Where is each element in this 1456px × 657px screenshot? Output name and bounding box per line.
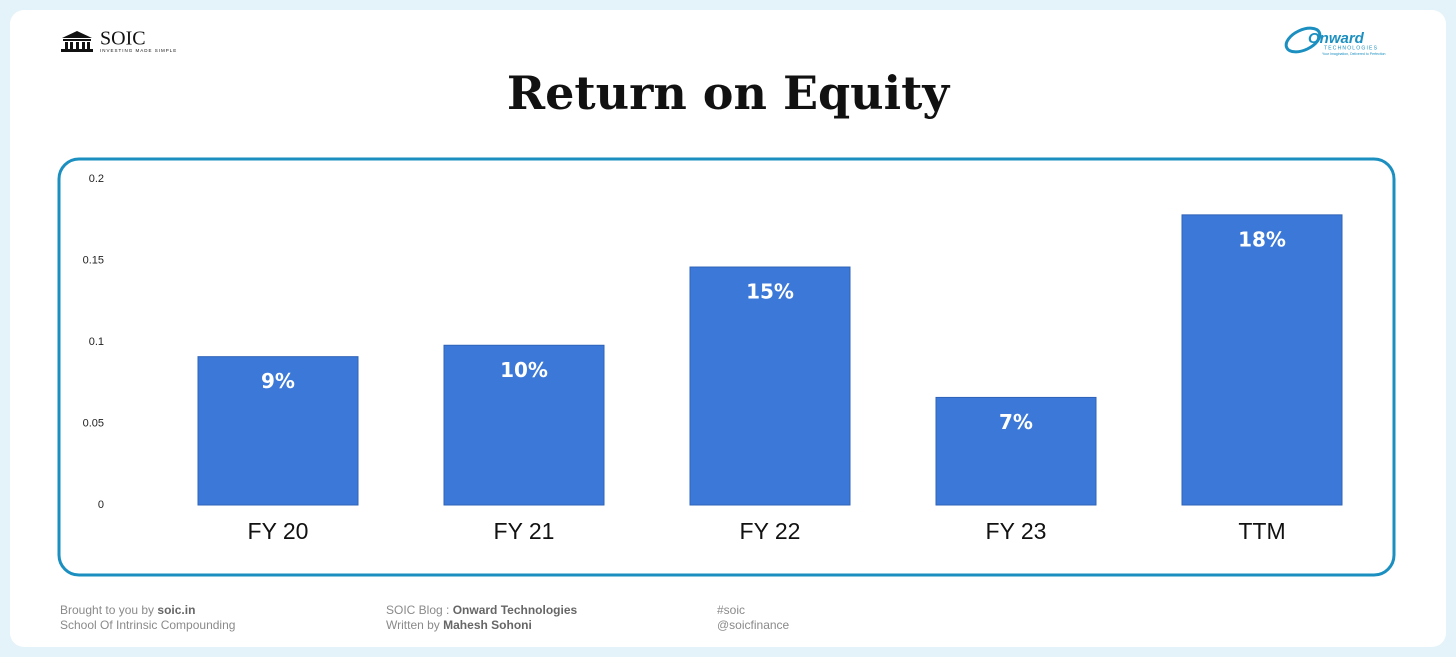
footer-text: @soicfinance [717,618,790,632]
brand: SOIC [100,28,146,50]
data-label: 18% [1238,227,1286,251]
x-tick-label: FY 22 [740,518,801,544]
footer-text: Written by Mahesh Sohoni [386,618,532,632]
data-label: 15% [746,280,794,304]
y-tick-label: 0.15 [83,254,104,266]
footer: Brought to you by soic.in School Of Intr… [60,603,790,632]
bar [935,396,1097,506]
bar [443,344,605,506]
brand-tagline: INVESTING MADE SIMPLE [100,48,177,53]
data-label: 7% [999,410,1033,434]
onward-logo: Onward TECHNOLOGIES Your Imagination, De… [1284,26,1386,56]
footer-text: SOIC Blog : [386,603,453,617]
y-tick-label: 0.1 [89,336,104,348]
footer-link: soic.in [157,603,195,617]
x-tick-label: FY 23 [986,518,1047,544]
bar [689,266,851,506]
bar [197,356,359,506]
footer-text: Brought to you by soic.in [60,603,195,617]
bar [1181,214,1343,506]
footer-text: #soic [717,603,745,617]
x-tick-label: FY 21 [494,518,555,544]
footer-author: Mahesh Sohoni [443,618,532,632]
footer-text: Written by [386,618,443,632]
y-tick-label: 0.05 [83,417,104,429]
chart-title: Return on Equity [507,66,950,120]
footer-text: Brought to you by [60,603,157,617]
footer-text: SOIC Blog : Onward Technologies [386,603,577,617]
soic-logo: SOIC INVESTING MADE SIMPLE [61,28,177,53]
company-logo-sub: TECHNOLOGIES [1324,45,1378,51]
data-label: 9% [261,369,295,393]
footer-link: Onward Technologies [453,603,578,617]
company-tagline: Your Imagination, Delivered to Perfectio… [1322,52,1386,56]
company-logo: Onward [1308,30,1365,47]
x-tick-label: FY 20 [248,518,309,544]
y-tick-label: 0 [98,499,104,511]
x-tick-label: TTM [1238,518,1285,544]
y-tick-label: 0.2 [89,173,104,185]
footer-text: School Of Intrinsic Compounding [60,618,235,632]
data-label: 10% [500,358,548,382]
